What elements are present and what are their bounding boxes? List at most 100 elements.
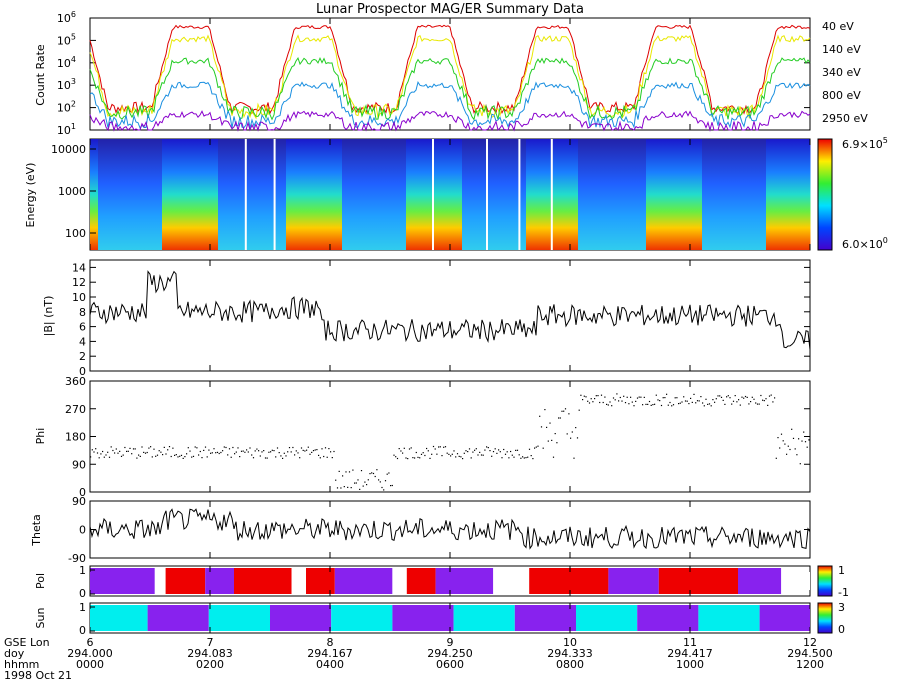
- phi-point: [540, 426, 543, 428]
- phi-ylabel: Phi: [34, 428, 47, 445]
- phi-point: [357, 479, 359, 481]
- phi-point: [117, 452, 119, 454]
- phi-point: [492, 451, 495, 453]
- phi-point: [631, 401, 633, 403]
- phi-point: [240, 450, 243, 452]
- phi-point: [475, 448, 477, 450]
- count-rate-ytick-label: 104: [57, 55, 76, 70]
- phi-point: [108, 456, 111, 458]
- phi-point: [374, 475, 376, 478]
- sun-segment: [453, 605, 515, 631]
- phi-point: [703, 405, 705, 407]
- spectrogram-column: [538, 139, 543, 250]
- sun-segment: [637, 605, 699, 631]
- phi-point: [96, 452, 99, 454]
- phi-point: [114, 452, 116, 454]
- phi-point: [717, 395, 719, 397]
- spectrogram-column: [186, 139, 191, 250]
- phi-point: [640, 396, 642, 398]
- phi-point: [780, 433, 783, 435]
- spectrogram-column: [510, 139, 515, 250]
- spectrogram-column: [722, 139, 727, 250]
- spectrogram-column: [802, 139, 807, 250]
- phi-point: [719, 395, 721, 397]
- spectrogram-column: [286, 139, 291, 250]
- spectrogram-column: [246, 139, 251, 250]
- phi-point: [806, 446, 808, 448]
- phi-point: [705, 398, 707, 400]
- phi-point: [633, 405, 635, 407]
- spectrogram-column: [282, 139, 287, 250]
- phi-point: [702, 402, 704, 404]
- phi-point: [513, 456, 515, 458]
- bmag-ytick-label: 4: [79, 335, 86, 348]
- phi-point: [467, 451, 469, 453]
- phi-point: [239, 456, 241, 458]
- phi-point: [259, 455, 261, 457]
- phi-point: [434, 448, 436, 450]
- pol-colorbar-top: 1: [838, 564, 845, 577]
- phi-point: [276, 447, 279, 449]
- phi-point: [331, 457, 333, 459]
- phi-point: [468, 448, 471, 450]
- phi-point: [727, 395, 729, 397]
- phi-point: [652, 404, 654, 406]
- count-rate-series-line: [89, 80, 811, 129]
- phi-point: [150, 446, 152, 448]
- phi-point: [280, 455, 282, 457]
- phi-point: [345, 471, 347, 473]
- spectrogram-column: [386, 139, 391, 250]
- phi-point: [439, 446, 441, 448]
- spectrogram-column: [258, 139, 263, 250]
- theta-ytick-label: 0: [79, 524, 86, 537]
- phi-point: [364, 481, 366, 483]
- phi-point: [198, 454, 200, 456]
- theta-series-line: [89, 508, 811, 550]
- phi-point: [294, 454, 296, 456]
- phi-point: [767, 404, 769, 406]
- phi-point: [391, 484, 393, 487]
- phi-point: [743, 397, 745, 399]
- phi-point: [691, 401, 693, 403]
- energy-ytick-label: 10000: [51, 143, 86, 156]
- xaxis-hhmm-label: 0000: [76, 658, 104, 671]
- count-rate-series-line: [89, 56, 811, 121]
- spectrogram-column: [174, 139, 179, 250]
- spectrogram-column: [690, 139, 695, 250]
- phi-point: [210, 452, 212, 454]
- xaxis-doy-label: 294.250: [427, 647, 473, 660]
- phi-point: [726, 396, 728, 398]
- spectrogram-column: [350, 139, 355, 250]
- phi-point: [136, 457, 138, 459]
- bmag-ytick-label: 14: [72, 261, 86, 274]
- phi-point: [246, 449, 248, 451]
- theta-ytick-label: -90: [68, 552, 86, 565]
- spectrogram-column: [694, 139, 699, 250]
- spectrogram-column: [402, 139, 407, 250]
- phi-point: [597, 395, 599, 397]
- phi-point: [186, 453, 188, 455]
- phi-point: [412, 457, 414, 459]
- bmag-ytick-label: 8: [79, 306, 86, 319]
- polarity-segment: [738, 568, 782, 594]
- phi-point: [419, 457, 421, 459]
- phi-point: [247, 451, 249, 453]
- phi-point: [676, 397, 678, 399]
- spectrogram-column: [214, 139, 219, 250]
- spectrogram-column: [730, 139, 735, 250]
- phi-point: [583, 395, 585, 397]
- spectrogram-column: [470, 139, 475, 250]
- phi-point: [132, 448, 135, 450]
- spectrogram-column: [534, 139, 539, 250]
- phi-point: [472, 451, 474, 453]
- phi-point: [499, 451, 501, 453]
- phi-point: [484, 449, 486, 451]
- phi-point: [206, 456, 208, 458]
- spectrogram-column: [118, 139, 123, 250]
- spectrogram-column: [662, 139, 667, 250]
- phi-point: [422, 452, 424, 454]
- polarity-segment: [234, 568, 292, 594]
- spectrogram-column: [346, 139, 351, 250]
- phi-point: [174, 454, 176, 456]
- phi-point: [318, 454, 320, 456]
